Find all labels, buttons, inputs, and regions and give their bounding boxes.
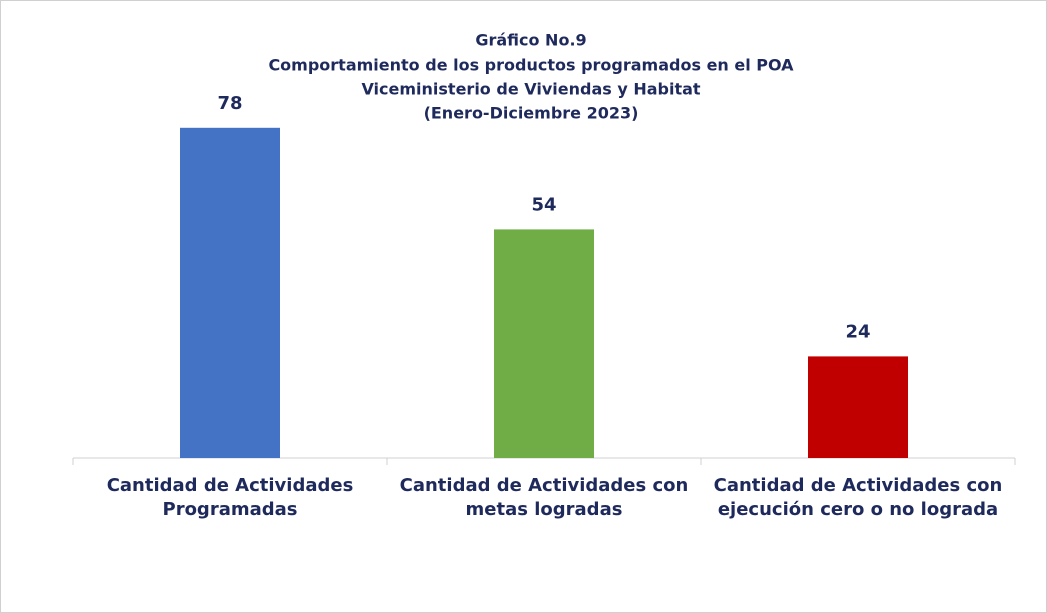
data-label: 24 [845, 321, 870, 342]
data-label: 78 [217, 93, 242, 114]
bar [808, 356, 908, 458]
bar [494, 229, 594, 458]
chart-title: Viceministerio de Viviendas y Habitat [361, 80, 700, 99]
x-tick-label: Cantidad de Actividades con metas lograd… [399, 475, 689, 520]
data-label: 54 [531, 194, 556, 215]
chart-title: Gráfico No.9 [475, 31, 586, 50]
chart-title: Comportamiento de los productos programa… [268, 56, 794, 75]
bar [180, 127, 280, 459]
x-tick-label: Cantidad de Actividades con ejecución ce… [713, 475, 1003, 520]
x-tick-label: Cantidad de Actividades Programadas [106, 475, 354, 520]
chart-title: (Enero-Diciembre 2023) [424, 104, 639, 123]
